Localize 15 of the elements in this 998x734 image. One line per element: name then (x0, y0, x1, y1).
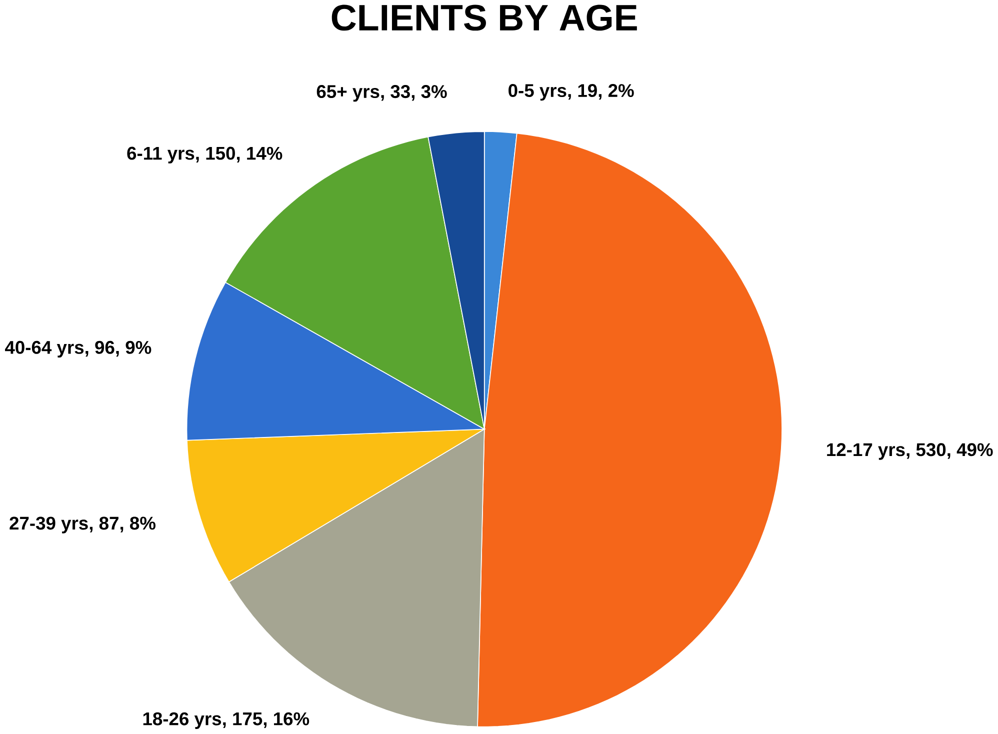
slice-label: 0-5 yrs (508, 84, 566, 101)
data-label: , 33, 3% (381, 85, 447, 101)
data-label: , 530, 49% (906, 443, 993, 460)
chart-title: CLIENTS BY AGE (332, 4, 637, 31)
slice-label: 65+ yrs (316, 85, 380, 102)
data-label: , 96, 9% (86, 341, 152, 357)
slice-label: 6-11 yrs (127, 146, 194, 164)
slice-label: 40-64 yrs (5, 341, 84, 358)
slice-label: 12-17 yrs (827, 443, 905, 460)
data-label: , 87, 8% (90, 516, 156, 533)
slice-label: 27-39 yrs (10, 516, 88, 534)
slice-label: 18-26 yrs (143, 712, 222, 730)
data-label: , 150, 14% (196, 146, 282, 163)
data-label: , 175, 16% (223, 712, 310, 728)
data-label: , 19, 2% (568, 84, 634, 100)
